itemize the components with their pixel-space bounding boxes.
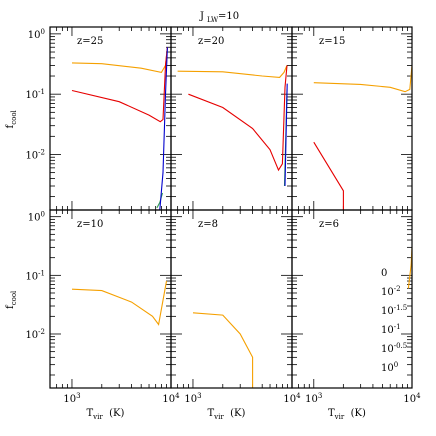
panel-frame (291, 209, 413, 389)
x-tick-label: 103 (305, 392, 322, 405)
legend-entry: 10-2 (381, 285, 401, 298)
title-subscript: LW (207, 16, 219, 24)
panel-label: z=25 (77, 36, 103, 47)
y-tick-label: 10-1 (25, 88, 45, 101)
series-line-5-1 (192, 312, 254, 388)
legend-entry: 100 (381, 361, 398, 374)
figure-title: J LW =10 (199, 11, 239, 24)
series-line-1-4 (159, 47, 168, 210)
x-tick-label: 104 (283, 392, 301, 405)
panel-label: z=20 (198, 36, 224, 47)
x-tick-label: 103 (184, 392, 201, 405)
legend-entry: 0 (381, 268, 387, 279)
series-line-2-2 (188, 65, 288, 172)
panel-label: z=10 (77, 219, 103, 230)
x-axis-label: Tvir (K) (328, 408, 366, 421)
y-tick-label: 100 (28, 28, 45, 41)
axis-labels: fcool fcool Tvir (K) Tvir (K) Tvir (K) (5, 109, 366, 421)
y-tick-label: 100 (28, 211, 45, 224)
panel-label: z=15 (319, 36, 345, 47)
legend-entry: 10-1.5 (381, 304, 407, 317)
panel-frame (170, 26, 293, 211)
y-tick-label: 10-2 (25, 148, 45, 161)
panel-5: z=8 103 104 (170, 209, 301, 405)
series-line-4-1 (71, 280, 168, 326)
series-line-1-2 (71, 47, 168, 123)
panel-2: z=20 (170, 26, 293, 211)
panel-ticks (170, 27, 293, 210)
panel-ticks (291, 27, 413, 210)
panel-4: z=10 100 10-1 10-2 103 104 (25, 209, 180, 405)
x-tick-label: 104 (162, 392, 180, 405)
y-axis-label: fcool (5, 109, 18, 128)
panel-frame (49, 26, 172, 211)
title-text: J (199, 11, 204, 22)
x-axis-label: Tvir (K) (208, 408, 246, 421)
panel-frame (291, 26, 413, 211)
legend-entry: 10-1 (381, 323, 401, 336)
panel-ticks (49, 27, 172, 210)
series-line-3-2 (313, 141, 344, 210)
panel-frame (170, 209, 293, 389)
panel-label: z=6 (319, 219, 339, 230)
y-tick-label: 10-1 (25, 269, 45, 282)
legend: 0 10-2 10-1.5 10-1 10-0.5 100 (381, 268, 407, 374)
series-line-1-1 (71, 47, 168, 74)
panel-label: z=8 (198, 219, 218, 230)
x-tick-label: 103 (63, 392, 80, 405)
y-tick-label: 10-2 (25, 328, 45, 341)
x-axis-label: Tvir (K) (87, 408, 125, 421)
x-tick-label: 104 (403, 392, 421, 405)
legend-entry: 10-0.5 (381, 342, 407, 355)
panel-3: z=15 (291, 26, 413, 211)
y-axis-label: fcool (5, 290, 18, 309)
panel-ticks (170, 210, 293, 388)
panel-grid: z=25 100 10-1 10-2 z=20 z=15 z=10 100 10-1 10-2 10… (25, 26, 421, 405)
panel-6: z=6 103 104 (291, 209, 421, 405)
series-line-1-3 (156, 192, 164, 209)
panel-ticks (49, 210, 172, 388)
title-value: =10 (218, 11, 239, 22)
series-line-2-1 (177, 65, 288, 78)
panel-frame (49, 209, 172, 389)
series-line-2-4 (284, 83, 288, 187)
series-line-3-1 (313, 65, 412, 93)
panel-1: z=25 100 10-1 10-2 (25, 26, 172, 211)
